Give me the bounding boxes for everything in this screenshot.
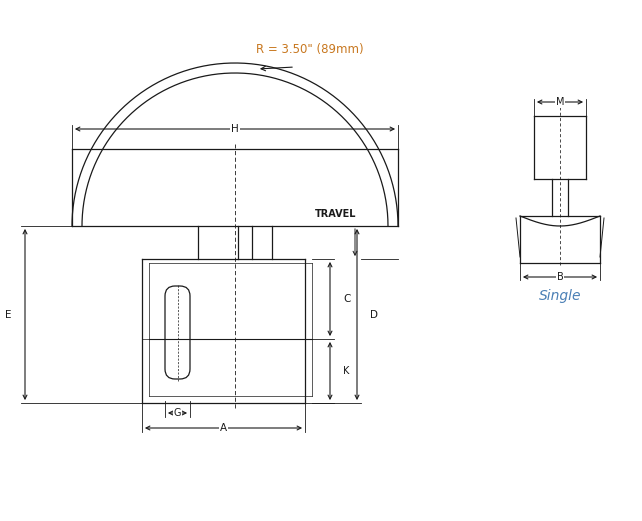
Text: TRAVEL: TRAVEL: [315, 209, 356, 219]
Text: E: E: [4, 309, 12, 319]
Text: K: K: [343, 366, 349, 376]
Text: G: G: [174, 408, 181, 418]
Text: R = 3.50" (89mm): R = 3.50" (89mm): [256, 43, 364, 56]
Text: B: B: [557, 272, 564, 282]
Text: Single: Single: [539, 289, 581, 303]
Text: A: A: [220, 423, 227, 433]
Text: D: D: [370, 309, 378, 319]
Text: M: M: [556, 97, 564, 107]
Text: H: H: [231, 124, 239, 134]
Text: C: C: [343, 294, 351, 304]
